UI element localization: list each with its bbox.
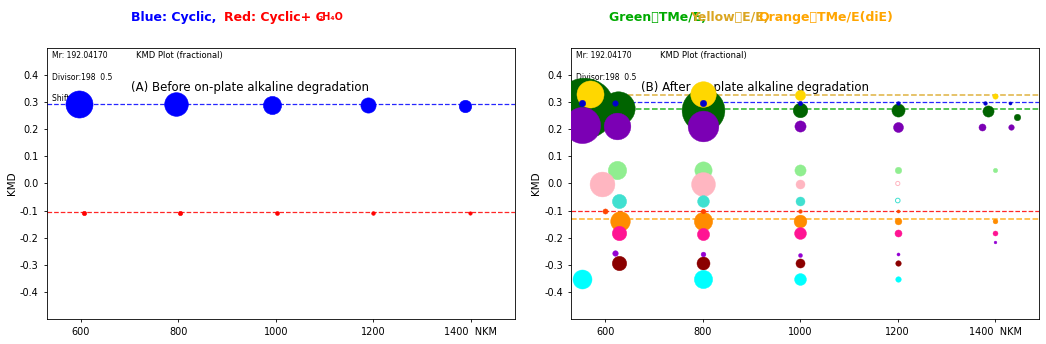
Point bbox=[695, 107, 711, 112]
Point bbox=[792, 260, 809, 266]
Point bbox=[167, 102, 184, 107]
Point bbox=[695, 260, 711, 266]
Point bbox=[889, 168, 906, 173]
Point bbox=[792, 230, 809, 236]
Text: ₂H₄O: ₂H₄O bbox=[319, 12, 344, 22]
Point bbox=[986, 218, 1003, 224]
Text: Green：TMe/E,: Green：TMe/E, bbox=[609, 11, 710, 24]
Text: Blue: Cyclic,: Blue: Cyclic, bbox=[131, 11, 221, 24]
Point bbox=[889, 181, 906, 186]
Y-axis label: KMD: KMD bbox=[7, 172, 17, 195]
Point bbox=[695, 276, 711, 282]
Point bbox=[889, 230, 906, 236]
Point bbox=[986, 94, 1003, 99]
Text: KMD Plot (fractional): KMD Plot (fractional) bbox=[660, 51, 747, 60]
Point bbox=[594, 182, 611, 187]
Point bbox=[695, 168, 711, 173]
Text: KMD Plot (fractional): KMD Plot (fractional) bbox=[136, 51, 223, 60]
Point bbox=[609, 106, 626, 111]
Point bbox=[172, 210, 188, 215]
Point bbox=[695, 198, 711, 203]
Text: Red: Cyclic+ C: Red: Cyclic+ C bbox=[224, 11, 324, 24]
Point bbox=[977, 100, 994, 106]
Point bbox=[889, 108, 906, 113]
Point bbox=[792, 168, 809, 173]
Point bbox=[979, 108, 996, 114]
Point bbox=[974, 124, 991, 129]
Point bbox=[573, 100, 590, 106]
Point bbox=[611, 198, 628, 203]
Point bbox=[597, 208, 614, 214]
Point bbox=[695, 251, 711, 257]
Point bbox=[457, 103, 474, 108]
Point bbox=[792, 208, 809, 214]
Point bbox=[573, 276, 590, 282]
Point bbox=[695, 208, 711, 214]
Point bbox=[1008, 115, 1025, 120]
Point bbox=[607, 250, 623, 256]
Text: Divisor:198  0.5: Divisor:198 0.5 bbox=[576, 73, 636, 82]
Text: Yellow：E/E,: Yellow：E/E, bbox=[690, 11, 773, 24]
Text: Shift: 0.0: Shift: 0.0 bbox=[51, 94, 86, 103]
Point bbox=[889, 276, 906, 282]
Point bbox=[365, 210, 382, 215]
Text: Mr: 192.04170: Mr: 192.04170 bbox=[51, 51, 108, 60]
Point bbox=[792, 252, 809, 257]
Point bbox=[461, 210, 478, 215]
Point bbox=[792, 92, 809, 98]
Point bbox=[75, 210, 92, 215]
Text: Orange：TMe/E(diE): Orange：TMe/E(diE) bbox=[758, 11, 893, 24]
Point bbox=[264, 102, 280, 108]
Y-axis label: KMD: KMD bbox=[531, 172, 542, 195]
Point bbox=[71, 101, 88, 106]
Point bbox=[792, 108, 809, 113]
Point bbox=[986, 240, 1003, 245]
Point bbox=[609, 123, 626, 129]
Point bbox=[695, 182, 711, 187]
Point bbox=[611, 230, 628, 236]
Point bbox=[611, 260, 628, 266]
Point bbox=[607, 100, 623, 106]
Point bbox=[269, 210, 286, 215]
Point bbox=[360, 102, 377, 108]
Text: (A) Before on-plate alkaline degradation: (A) Before on-plate alkaline degradation bbox=[131, 81, 369, 94]
Point bbox=[792, 198, 809, 203]
Point bbox=[889, 198, 906, 203]
Point bbox=[889, 218, 906, 224]
Point bbox=[889, 124, 906, 129]
Point bbox=[695, 100, 711, 106]
Point bbox=[612, 218, 629, 224]
Text: Divisor:198  0.5: Divisor:198 0.5 bbox=[51, 73, 112, 82]
Point bbox=[582, 92, 598, 97]
Point bbox=[792, 123, 809, 129]
Point bbox=[609, 168, 626, 173]
Text: (B) After on-plate alkaline degradation: (B) After on-plate alkaline degradation bbox=[641, 81, 869, 94]
Point bbox=[986, 168, 1003, 173]
Point bbox=[573, 122, 590, 128]
Point bbox=[889, 100, 906, 106]
Text: Mr: 192.04170: Mr: 192.04170 bbox=[576, 51, 632, 60]
Point bbox=[695, 123, 711, 129]
Text: Shift: 0.0: Shift: 0.0 bbox=[576, 94, 611, 103]
Point bbox=[986, 230, 1003, 236]
Point bbox=[792, 218, 809, 224]
Point bbox=[889, 260, 906, 266]
Point bbox=[695, 91, 711, 96]
Point bbox=[792, 276, 809, 282]
Point bbox=[889, 208, 906, 214]
Point bbox=[1001, 100, 1018, 106]
Point bbox=[792, 181, 809, 187]
Point bbox=[695, 218, 711, 224]
Point bbox=[889, 251, 906, 257]
Point bbox=[792, 100, 809, 106]
Point bbox=[1003, 124, 1020, 129]
Point bbox=[695, 231, 711, 236]
Point bbox=[575, 105, 592, 110]
